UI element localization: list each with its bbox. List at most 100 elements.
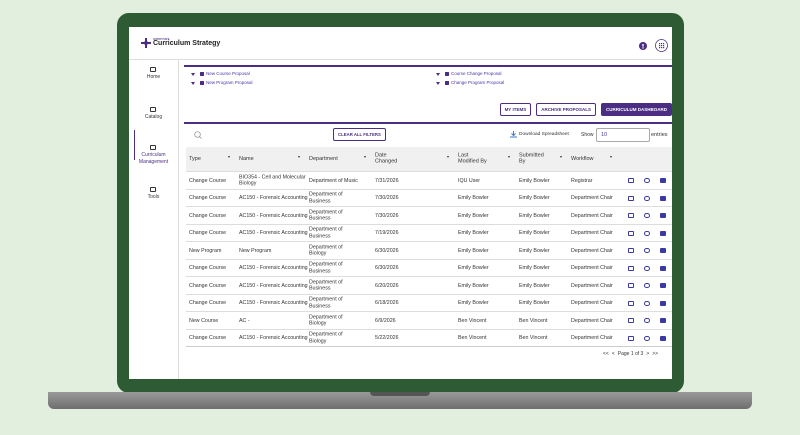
table-cell[interactable]: Emily Bowler (519, 177, 550, 184)
column-header: Type (189, 155, 201, 162)
table-cell[interactable]: Emily Bowler (519, 212, 550, 219)
table-cell[interactable]: Emily Bowler (458, 247, 489, 254)
table-cell: Change Course (189, 230, 227, 237)
table-cell[interactable]: AC150 - Forensic Accounting (239, 212, 308, 219)
table-cell[interactable]: Emily Bowler (519, 282, 550, 289)
table-cell[interactable]: BIO354 - Cell and Molecular Biology (239, 174, 306, 187)
view-icon[interactable] (644, 248, 650, 253)
filter-label[interactable]: New Course Proposal (206, 71, 250, 76)
filter-checkbox[interactable] (200, 81, 204, 85)
apps-icon[interactable] (655, 39, 668, 52)
table-cell[interactable]: AC150 - Forensic Accounting (239, 335, 308, 342)
pagination-last[interactable]: >> (652, 351, 659, 357)
table-cell[interactable]: New Program (239, 247, 272, 254)
view-icon[interactable] (644, 283, 650, 288)
view-icon[interactable] (644, 318, 650, 323)
clear-filters-button[interactable]: CLEAR ALL FILTERS (333, 128, 386, 141)
column-header: Name (239, 155, 254, 162)
table-row: Change Course AC150 - Forensic Accounting… (186, 206, 672, 225)
pagination-label: Page 1 of 3 (617, 351, 644, 357)
mail-icon[interactable] (660, 230, 666, 236)
page-size-select[interactable]: 10 (596, 128, 650, 142)
table-cell[interactable]: Emily Bowler (458, 212, 489, 219)
calendar-icon[interactable] (628, 318, 634, 323)
view-icon[interactable] (644, 230, 650, 236)
sort-icon[interactable] (560, 156, 562, 158)
sort-icon[interactable] (228, 156, 230, 158)
mail-icon[interactable] (660, 283, 666, 288)
table-cell[interactable]: Emily Bowler (458, 230, 489, 237)
table-cell[interactable]: Emily Bowler (519, 195, 550, 202)
mail-icon[interactable] (660, 335, 666, 341)
table-cell[interactable]: Emily Bowler (458, 300, 489, 307)
mail-icon[interactable] (660, 213, 666, 218)
table-cell[interactable]: Ben Vincent (458, 335, 487, 342)
table-cell[interactable]: Emily Bowler (458, 195, 489, 202)
mail-icon[interactable] (660, 265, 666, 271)
table-cell[interactable]: IQU User (458, 177, 481, 184)
filter-label[interactable]: Change Program Proposal (451, 80, 505, 85)
download-link[interactable]: Download Spreadsheet (519, 132, 569, 137)
sort-icon[interactable] (508, 156, 510, 158)
table-cell: Department of Business (309, 191, 343, 205)
calendar-icon[interactable] (628, 213, 634, 218)
table-cell[interactable]: Emily Bowler (458, 282, 489, 289)
mail-icon[interactable] (660, 178, 666, 183)
pagination-next[interactable]: > (646, 351, 650, 357)
table-cell[interactable]: Emily Bowler (519, 300, 550, 307)
sort-icon[interactable] (298, 156, 300, 158)
table-cell[interactable]: AC150 - Forensic Accounting (239, 282, 308, 289)
table-cell[interactable]: AC150 - Forensic Accounting (239, 265, 308, 272)
calendar-icon[interactable] (628, 300, 634, 306)
filter-checkbox[interactable] (200, 72, 204, 76)
filter-checkbox[interactable] (445, 72, 449, 76)
view-icon[interactable] (644, 195, 650, 201)
action-button[interactable]: ARCHIVE PROPOSALS (536, 103, 596, 116)
table-cell[interactable]: Emily Bowler (519, 265, 550, 272)
mail-icon[interactable] (660, 300, 666, 306)
sort-icon[interactable] (447, 156, 449, 158)
calendar-icon[interactable] (628, 230, 634, 236)
sidebar-item[interactable]: Curriculum Management (138, 152, 169, 165)
table-cell[interactable]: Ben Vincent (519, 335, 548, 342)
view-icon[interactable] (644, 213, 650, 218)
help-icon[interactable] (639, 42, 647, 50)
table-cell[interactable]: Ben Vincent (458, 317, 487, 324)
sort-icon[interactable] (364, 156, 366, 158)
calendar-icon[interactable] (628, 248, 634, 253)
table-cell[interactable]: AC150 - Forensic Accounting (239, 230, 308, 237)
table-row: Change Course AC150 - Forensic Accounting… (186, 276, 672, 295)
table-cell[interactable]: AC150 - Forensic Accounting (239, 300, 308, 307)
calendar-icon[interactable] (628, 265, 634, 271)
action-button[interactable]: CURRICULUM DASHBOARD (601, 103, 672, 116)
filter-label[interactable]: Course Change Proposal (451, 71, 502, 76)
sidebar-item[interactable]: Home (146, 74, 161, 80)
sidebar-item[interactable]: Tools (147, 194, 160, 200)
view-icon[interactable] (644, 265, 650, 271)
pagination-prev[interactable]: < (611, 351, 615, 357)
filter-label[interactable]: New Program Proposal (206, 80, 253, 85)
mail-icon[interactable] (660, 195, 666, 201)
table-cell[interactable]: Ben Vincent (519, 317, 548, 324)
table-cell[interactable]: Emily Bowler (458, 265, 489, 272)
table-cell[interactable]: Emily Bowler (519, 247, 550, 254)
action-button[interactable]: MY ITEMS (499, 103, 532, 116)
filter-checkbox[interactable] (445, 81, 449, 85)
table-cell[interactable]: AC - (239, 317, 250, 324)
view-icon[interactable] (644, 178, 650, 183)
calendar-icon[interactable] (628, 178, 634, 183)
table-cell[interactable]: Emily Bowler (519, 230, 550, 237)
view-icon[interactable] (644, 335, 650, 341)
mail-icon[interactable] (660, 248, 666, 253)
sidebar-item[interactable]: Catalog (144, 114, 163, 120)
table-cell: Department of Business (309, 279, 343, 292)
view-icon[interactable] (644, 300, 650, 306)
calendar-icon[interactable] (628, 335, 634, 341)
pagination-first[interactable]: << (603, 351, 609, 357)
table-cell[interactable]: AC150 - Forensic Accounting (239, 195, 308, 202)
calendar-icon[interactable] (628, 195, 634, 201)
mail-icon[interactable] (660, 318, 666, 323)
calendar-icon[interactable] (628, 283, 634, 288)
active-indicator (134, 130, 135, 160)
sort-icon[interactable] (610, 156, 612, 158)
